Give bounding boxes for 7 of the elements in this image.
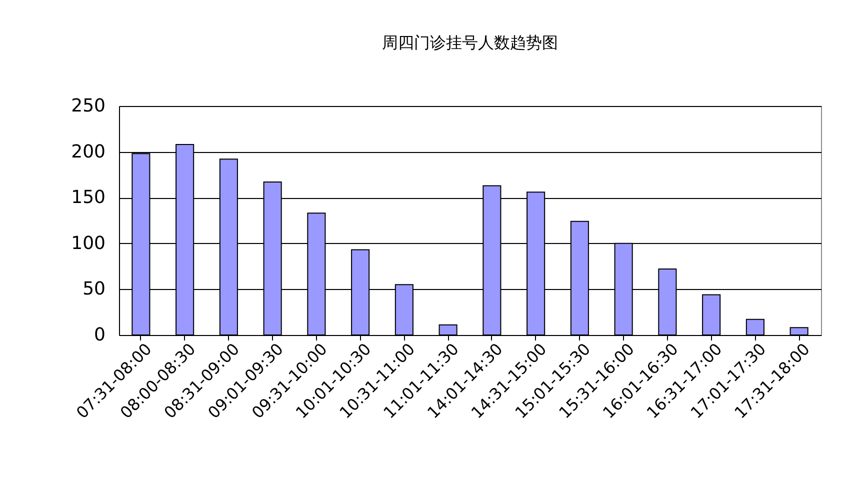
- y-tick-label: 0: [94, 324, 106, 346]
- y-tick-label: 50: [82, 278, 106, 300]
- y-tick-label: 100: [71, 232, 106, 254]
- y-tick-label: 250: [71, 96, 106, 116]
- y-tick-label: 200: [71, 141, 106, 162]
- y-tick-label: 150: [71, 187, 106, 208]
- chart-title: 周四门诊挂号人数趋势图: [382, 33, 558, 52]
